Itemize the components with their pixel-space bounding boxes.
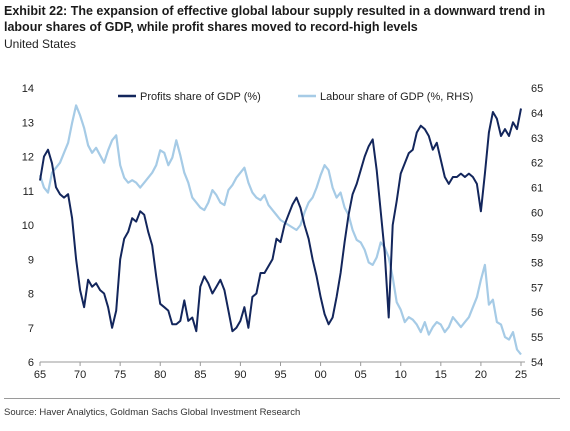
y-left-tick-label: 10 xyxy=(22,220,34,232)
series-line-profits-share xyxy=(39,108,522,333)
y-right-tick-label: 54 xyxy=(531,357,543,369)
x-tick-label: 90 xyxy=(234,369,246,381)
y-left-tick-label: 7 xyxy=(28,323,34,335)
x-tick-label: 05 xyxy=(355,369,367,381)
x-tick-label: 95 xyxy=(274,369,286,381)
y-left-tick-label: 8 xyxy=(28,289,34,301)
y-right-tick-label: 65 xyxy=(531,83,543,95)
x-tick-label: 75 xyxy=(114,369,126,381)
x-tick-label: 15 xyxy=(435,369,447,381)
exhibit-label: Exhibit 22: xyxy=(4,4,68,18)
y-right-tick-label: 57 xyxy=(531,282,543,294)
y-left-tick-label: 13 xyxy=(22,117,34,129)
y-left-tick-label: 14 xyxy=(22,83,34,95)
x-tick-label: 85 xyxy=(194,369,206,381)
y-right-tick-label: 60 xyxy=(531,208,543,220)
series-line-labour-share xyxy=(38,104,522,356)
y-right-tick-label: 59 xyxy=(531,232,543,244)
y-right-tick-label: 63 xyxy=(531,133,543,145)
y-right-tick-label: 64 xyxy=(531,108,543,120)
y-right-tick-label: 61 xyxy=(531,183,543,195)
legend-item-profits-label: Profits share of GDP (%) xyxy=(140,91,261,103)
y-left-tick-label: 9 xyxy=(28,254,34,266)
legend-item-labour-label: Labour share of GDP (%, RHS) xyxy=(320,91,473,103)
source-note: Source: Haver Analytics, Goldman Sachs G… xyxy=(4,407,301,418)
x-tick-label: 70 xyxy=(74,369,86,381)
chart-title: Exhibit 22: The expansion of effective g… xyxy=(4,3,564,35)
x-tick-label: 25 xyxy=(515,369,527,381)
y-right-tick-label: 56 xyxy=(531,307,543,319)
x-tick-label: 20 xyxy=(475,369,487,381)
chart-axes: 65 70 75 80 85 90 95 00 05 10 15 20 25 6 7 8 9 10 11 12 13 14… xyxy=(22,83,544,381)
chart-series xyxy=(38,104,522,356)
y-left-tick-label: 6 xyxy=(28,357,34,369)
chart-subtitle: United States xyxy=(4,37,77,51)
y-right-tick-label: 55 xyxy=(531,332,543,344)
x-tick-label: 65 xyxy=(34,369,46,381)
y-right-tick-label: 58 xyxy=(531,257,543,269)
x-tick-label: 80 xyxy=(154,369,166,381)
title-text: The expansion of effective global labour… xyxy=(4,4,546,34)
y-right-tick-label: 62 xyxy=(531,158,543,170)
y-left-tick-label: 12 xyxy=(22,152,34,164)
x-tick-label: 10 xyxy=(395,369,407,381)
x-tick-label: 00 xyxy=(314,369,326,381)
footer-divider xyxy=(4,398,560,399)
chart-legend: Profits share of GDP (%) Labour share of … xyxy=(118,91,473,103)
y-left-tick-label: 11 xyxy=(23,186,34,198)
